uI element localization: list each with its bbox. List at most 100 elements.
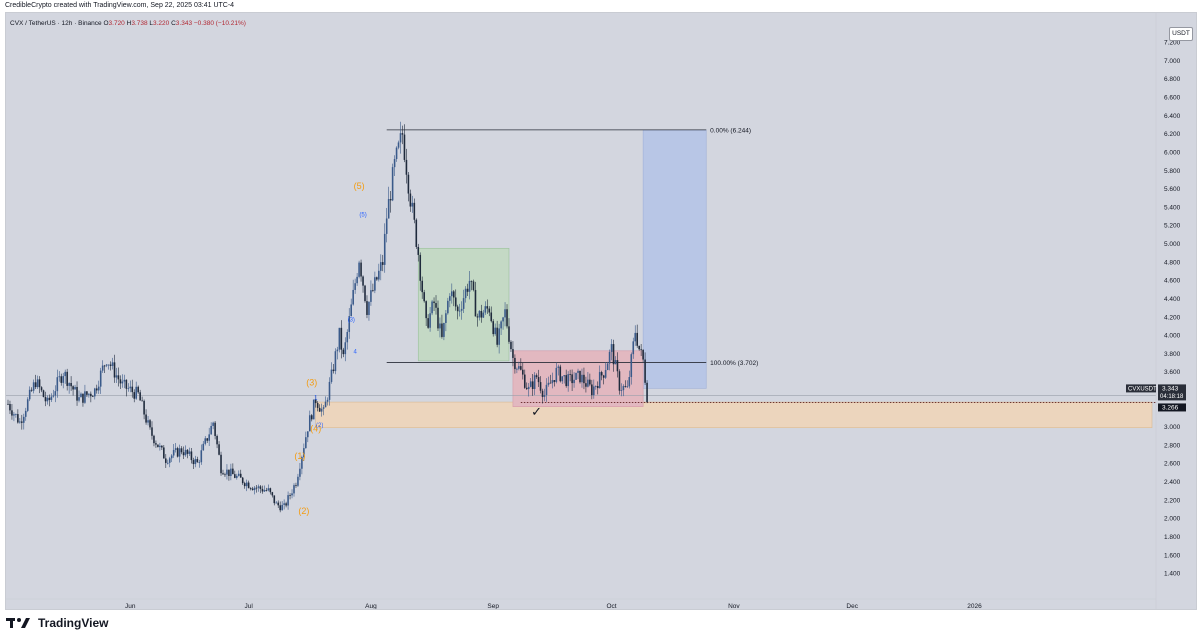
candle-body xyxy=(95,388,98,391)
candle-body xyxy=(129,386,132,389)
candle-body xyxy=(38,379,41,388)
candle-body xyxy=(593,386,595,396)
candle-body xyxy=(522,369,524,375)
time-tick-label: Aug xyxy=(365,603,377,610)
ohlc-part: H xyxy=(127,20,132,27)
candle-body xyxy=(174,448,177,450)
candle-body xyxy=(391,167,394,201)
currency-button[interactable]: USDT xyxy=(1169,27,1193,41)
candle-body xyxy=(565,375,567,387)
price-tick-label: 1.400 xyxy=(1164,571,1181,578)
candle-body xyxy=(553,380,556,382)
candle-body xyxy=(64,371,66,377)
candle-body xyxy=(42,390,45,397)
chart-svg[interactable]: 0.00% (6.244) 100.00% (3.702) (1) (2) (3) (4)… xyxy=(6,13,1197,610)
wave-label-orange: (2) xyxy=(298,506,309,516)
candle-body xyxy=(301,457,303,469)
candle-body xyxy=(241,477,244,484)
candle-body xyxy=(577,370,579,373)
candle-body xyxy=(474,290,477,317)
candle-body xyxy=(614,360,617,365)
candle-body xyxy=(251,488,254,491)
candle-body xyxy=(259,486,262,489)
candle-body xyxy=(470,280,473,282)
candle-body xyxy=(316,403,319,408)
price-tick-label: 2.600 xyxy=(1164,461,1181,468)
candle-body xyxy=(159,445,161,448)
candle-body xyxy=(587,379,589,387)
candle-body xyxy=(277,502,280,506)
candle-body xyxy=(472,281,475,291)
candle-body xyxy=(222,473,224,475)
candle-body xyxy=(626,386,629,388)
candle-body xyxy=(598,372,601,389)
candle-body xyxy=(312,399,315,420)
candle-body xyxy=(50,396,53,400)
brand-name: TradingView xyxy=(38,616,109,630)
symbol-tag: CVXUSDT xyxy=(1128,387,1157,393)
price-tick-label: 6.000 xyxy=(1164,149,1181,156)
candle-body xyxy=(336,349,339,352)
candle-body xyxy=(425,301,427,319)
candle-body xyxy=(634,332,637,342)
price-tick-label: 1.800 xyxy=(1164,534,1181,541)
candle-body xyxy=(54,391,57,396)
price-tick-label: 2.200 xyxy=(1164,497,1181,504)
candle-body xyxy=(255,487,258,489)
candle-body xyxy=(356,276,358,284)
chart-area[interactable]: 0.00% (6.244) 100.00% (3.702) (1) (2) (3) (4)… xyxy=(5,12,1197,610)
candle-body xyxy=(478,310,481,318)
candle-body xyxy=(74,386,76,390)
candle-body xyxy=(109,364,112,366)
wave-label-orange: (3) xyxy=(306,378,317,388)
candle-body xyxy=(166,462,169,464)
last-price-tag: 3.343 xyxy=(1162,386,1179,393)
candle-body xyxy=(399,133,402,143)
candle-body xyxy=(589,379,591,385)
candle-body xyxy=(137,386,139,393)
candle-body xyxy=(289,495,291,496)
target-zone xyxy=(642,129,707,389)
candle-body xyxy=(297,476,299,486)
candle-body xyxy=(143,400,145,415)
candle-body xyxy=(119,379,122,384)
candle-body xyxy=(452,291,455,298)
candle-body xyxy=(591,384,593,396)
candle-body xyxy=(44,396,47,402)
candle-body xyxy=(249,488,252,489)
price-tick-label: 3.000 xyxy=(1164,424,1181,431)
candle-body xyxy=(190,451,193,461)
candle-body xyxy=(194,459,197,465)
candle-body xyxy=(539,382,542,391)
candle-body xyxy=(496,327,498,345)
candle-body xyxy=(628,377,631,387)
candle-body xyxy=(269,488,272,493)
last-price-tag-bg xyxy=(1158,384,1186,401)
candle-body xyxy=(368,301,370,315)
candle-body xyxy=(644,359,646,383)
candle-body xyxy=(30,389,33,391)
candle-body xyxy=(340,327,343,350)
candle-body xyxy=(135,386,138,399)
candle-body xyxy=(354,283,356,290)
candle-body xyxy=(66,371,68,386)
candle-body xyxy=(127,388,130,390)
candle-body xyxy=(561,376,564,382)
wave-label-orange: (5) xyxy=(354,181,365,191)
candle-body xyxy=(115,375,118,378)
candle-body xyxy=(413,202,416,220)
candle-body xyxy=(105,364,108,366)
candle-body xyxy=(449,296,451,301)
candle-body xyxy=(636,332,638,346)
price-tick-label: 4.800 xyxy=(1164,259,1181,266)
candle-body xyxy=(585,383,587,387)
candle-body xyxy=(458,310,461,312)
candle-body xyxy=(520,366,522,370)
wave-label-orange: (4) xyxy=(310,423,321,433)
candle-body xyxy=(196,459,199,463)
candle-body xyxy=(500,321,502,329)
candle-body xyxy=(535,375,538,378)
price-tick-label: 3.800 xyxy=(1164,351,1181,358)
candle-body xyxy=(492,321,495,335)
price-tick-label: 5.800 xyxy=(1164,168,1181,175)
